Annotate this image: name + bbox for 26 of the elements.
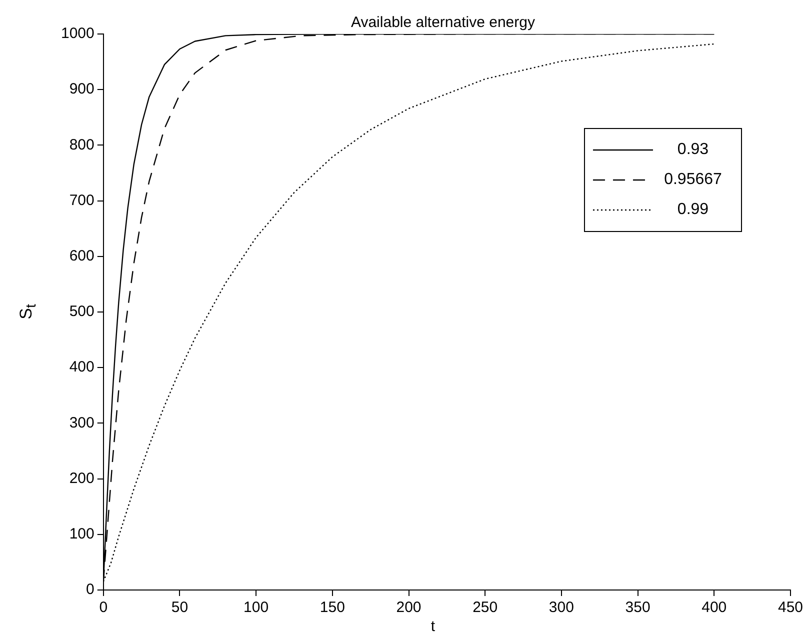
x-axis-title: t (430, 618, 436, 635)
x-tick-label: 50 (171, 599, 188, 616)
y-tick-label: 100 (69, 526, 94, 543)
x-tick-label: 100 (244, 599, 269, 616)
y-tick-label: 500 (69, 303, 94, 320)
x-tick-label: 0 (99, 599, 108, 616)
y-tick-label: 800 (69, 136, 94, 154)
x-tick-label: 300 (548, 599, 574, 616)
legend-label: 0.95667 (663, 171, 723, 189)
y-tick-label: 900 (69, 80, 94, 98)
y-tick-label: 1000 (60, 25, 94, 42)
x-tick-label: 200 (396, 599, 422, 616)
x-tick-label: 350 (625, 599, 650, 616)
y-tick-label: 0 (86, 581, 94, 598)
y-tick-label: 300 (69, 414, 94, 432)
x-tick-label: 250 (472, 599, 498, 616)
y-tick-label: 700 (69, 192, 94, 209)
x-tick-label: 150 (320, 599, 345, 616)
y-tick-label: 400 (69, 358, 94, 376)
x-tick-label: 400 (702, 599, 727, 616)
legend-label: 0.93 (676, 141, 710, 159)
legend-label: 0.99 (676, 201, 710, 219)
x-tick-label: 450 (778, 599, 803, 616)
chart-title: Available alternative energy (350, 14, 535, 31)
y-tick-label: 200 (69, 470, 94, 487)
y-tick-label: 600 (69, 248, 94, 265)
